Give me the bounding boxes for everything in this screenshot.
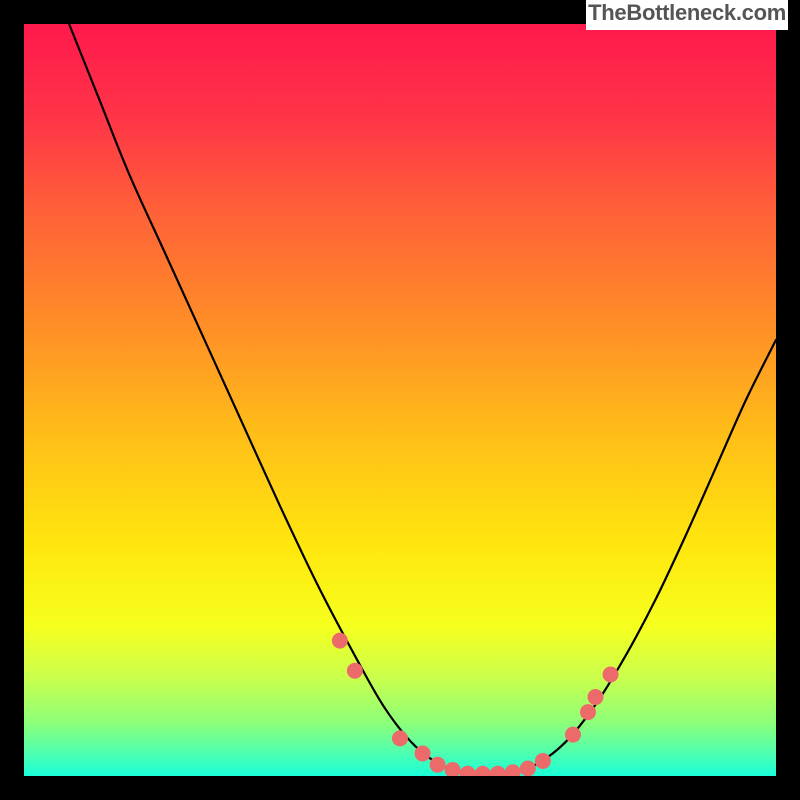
data-marker <box>430 757 446 773</box>
data-marker <box>588 689 604 705</box>
watermark-label: TheBottleneck.com <box>586 0 788 30</box>
data-marker <box>415 745 431 761</box>
data-marker <box>535 753 551 769</box>
data-marker <box>520 760 536 776</box>
gradient-background <box>24 24 776 776</box>
data-marker <box>580 704 596 720</box>
data-marker <box>332 633 348 649</box>
plot-svg <box>24 24 776 776</box>
chart-frame: TheBottleneck.com <box>0 0 800 800</box>
data-marker <box>603 666 619 682</box>
plot-area <box>24 24 776 776</box>
data-marker <box>392 730 408 746</box>
data-marker <box>565 727 581 743</box>
data-marker <box>347 663 363 679</box>
